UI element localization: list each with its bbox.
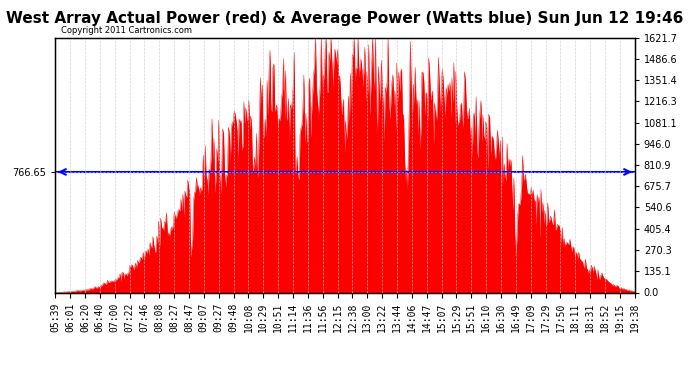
Text: Copyright 2011 Cartronics.com: Copyright 2011 Cartronics.com [61,26,192,35]
Text: West Array Actual Power (red) & Average Power (Watts blue) Sun Jun 12 19:46: West Array Actual Power (red) & Average … [6,11,684,26]
